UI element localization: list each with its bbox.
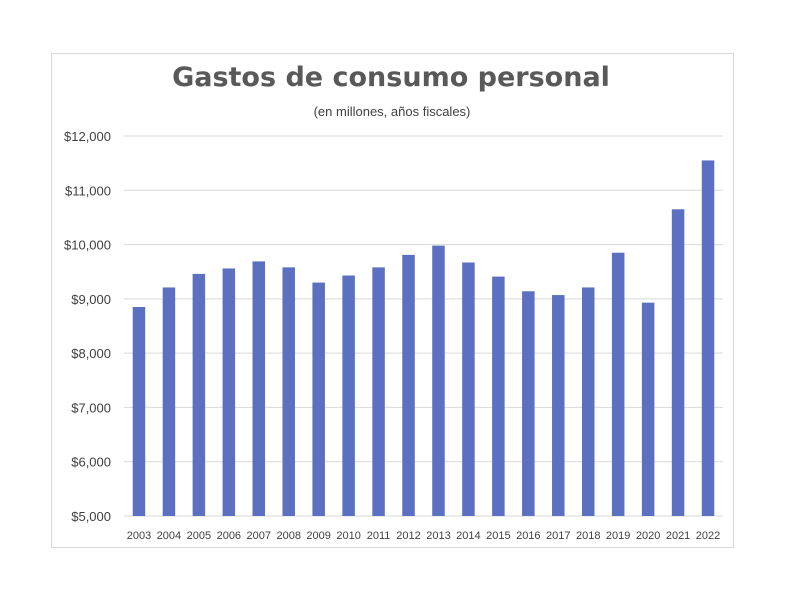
bar-2003 [132,307,146,516]
bar-2004 [162,287,176,516]
y-tick-label: $8,000 [71,346,111,361]
bar-2019 [611,252,625,516]
bar-2006 [222,268,236,516]
y-tick-label: $5,000 [71,509,111,524]
bar-2011 [372,267,385,516]
bar-2014 [462,262,475,516]
y-tick-label: $10,000 [64,238,111,253]
y-tick-label: $11,000 [65,183,111,198]
x-tick-label: 2013 [426,530,450,542]
x-tick-label: 2012 [396,530,420,542]
bars [132,160,715,517]
x-tick-label: 2016 [516,530,540,542]
x-tick-label: 2020 [636,530,660,542]
bar-2015 [492,276,505,516]
y-tick-label: $6,000 [71,455,111,470]
bar-2017 [552,295,565,516]
bar-2005 [192,273,206,516]
x-tick-label: 2018 [576,530,600,542]
bar-2022 [701,160,715,516]
x-tick-label: 2003 [127,530,151,542]
x-tick-label: 2009 [306,530,330,542]
gridlines [124,135,723,517]
x-tick-label: 2022 [696,530,720,542]
x-tick-label: 2006 [217,530,241,542]
y-tick-label: $9,000 [71,292,111,307]
bar-2021 [671,209,685,517]
x-tick-label: 2007 [247,530,271,542]
x-axis-ticks: 2003 2004 2005 2006 2007 2008 2009 2010 2011 2012… [127,530,721,542]
bar-2013 [432,245,445,516]
x-tick-label: 2017 [546,530,570,542]
bar-2007 [252,261,266,516]
bar-2010 [342,275,355,516]
chart-title: Gastos de consumo personal [172,62,610,93]
x-tick-label: 2008 [276,530,300,542]
bar-2018 [581,287,595,516]
x-tick-label: 2015 [486,530,510,542]
x-tick-label: 2021 [666,530,690,542]
x-tick-label: 2011 [367,530,391,542]
x-tick-label: 2004 [157,530,181,542]
chart-subtitle: (en millones, años fiscales) [313,104,471,119]
x-tick-label: 2005 [187,530,211,542]
bar-2008 [282,267,295,516]
bar-2020 [641,302,655,516]
bar-2009 [312,282,325,516]
x-tick-label: 2014 [456,530,480,542]
y-tick-label: $7,000 [71,400,111,415]
y-axis-ticks: $5,000 $6,000 $7,000 $8,000 $9,000 $10,000 $11… [64,129,111,524]
bar-2012 [402,254,415,516]
x-tick-label: 2019 [606,530,630,542]
x-tick-label: 2010 [336,530,360,542]
y-tick-label: $12,000 [64,129,111,144]
bar-2016 [522,291,535,516]
